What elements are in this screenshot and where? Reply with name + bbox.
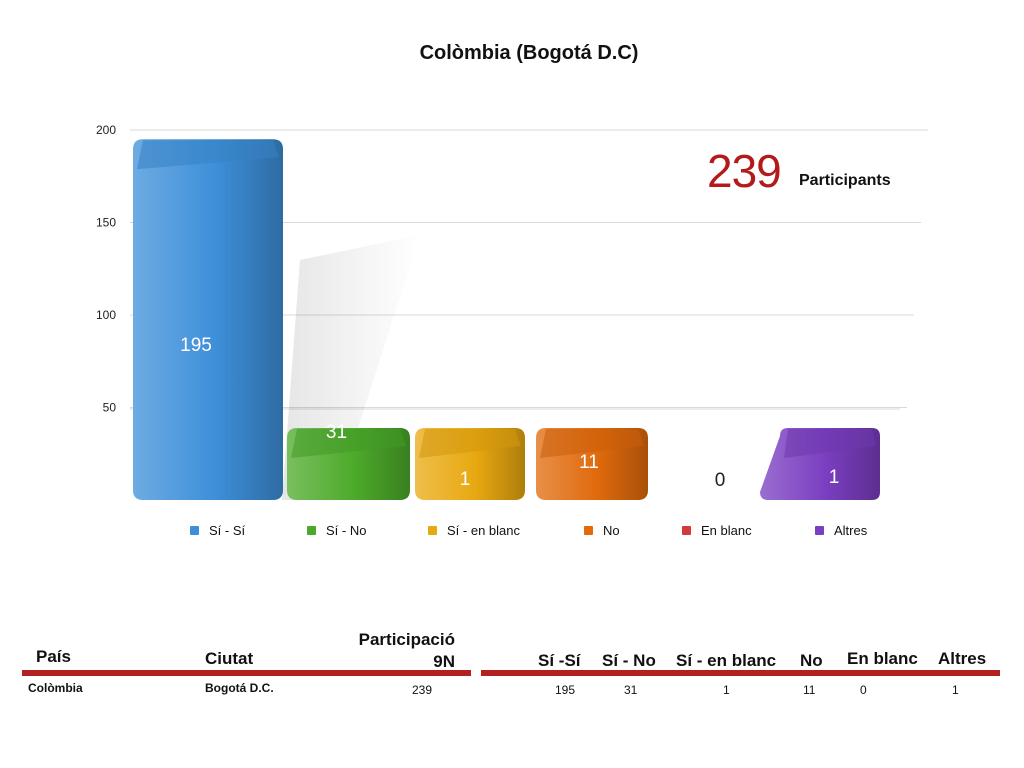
row-ciutat: Bogotá D.C. [205, 681, 274, 695]
header-no: No [800, 651, 823, 670]
bar-top-face [540, 429, 644, 458]
legend-item-si-no: Sí - No [307, 523, 366, 538]
legend-label: Sí - en blanc [447, 523, 520, 538]
table-rule-left [22, 670, 471, 676]
row-value-no: 11 [803, 683, 816, 697]
row-value-en-blanc: 0 [860, 683, 867, 697]
row-pais: Colòmbia [28, 681, 83, 695]
legend-item-no: No [584, 523, 620, 538]
bar-top-face [137, 140, 279, 170]
header-si-si: Sí -Sí [538, 651, 581, 670]
legend-label: No [603, 523, 620, 538]
header-pais: País [36, 647, 71, 666]
chart-title: Colòmbia (Bogotá D.C) [419, 42, 639, 64]
header-si-no: Sí - No [602, 651, 656, 670]
row-value-si-no: 31 [624, 683, 638, 697]
data-label: 1 [460, 469, 471, 490]
y-tick-label: 50 [103, 401, 117, 415]
header-en-blanc: En blanc [847, 649, 918, 668]
y-tick-label: 150 [96, 216, 116, 230]
data-label: 31 [326, 422, 347, 443]
header-participacio: Participació 9N [340, 629, 455, 673]
bar-top-face [419, 429, 521, 458]
participants-count: 239 [707, 145, 782, 197]
header-participacio-line1: Participació [358, 630, 455, 649]
participants-label: Participants [799, 172, 891, 189]
legend-item-altres: Altres [815, 523, 867, 538]
legend-label: Altres [834, 523, 868, 538]
legend-swatch [190, 526, 199, 535]
bar-top-face [291, 429, 406, 458]
row-participacio: 239 [412, 683, 433, 697]
table-rule-right [481, 670, 1000, 676]
header-altres: Altres [938, 649, 987, 668]
data-label: 0 [715, 470, 726, 491]
legend-swatch [815, 526, 824, 535]
legend-swatch [307, 526, 316, 535]
row-value-si-si: 195 [555, 683, 576, 697]
legend-swatch [428, 526, 437, 535]
bar-top-face [784, 429, 876, 458]
row-value-altres: 1 [952, 683, 959, 697]
legend-item-en-blanc: En blanc [682, 523, 752, 538]
legend-item-si-en-blanc: Sí - en blanc [428, 523, 520, 538]
legend-swatch [584, 526, 593, 535]
legend-item-si-si: Sí - Sí [190, 523, 245, 538]
y-tick-label: 200 [96, 123, 116, 137]
bar [133, 139, 283, 500]
header-ciutat: Ciutat [205, 649, 254, 668]
row-value-si-en-blanc: 1 [723, 683, 730, 697]
y-tick-label: 100 [96, 308, 116, 322]
data-label: 195 [180, 335, 212, 356]
legend-label: Sí - Sí [209, 523, 246, 538]
header-participacio-line2: 9N [433, 652, 455, 671]
legend-label: En blanc [701, 523, 752, 538]
data-label: 11 [579, 452, 599, 473]
header-si-en-blanc: Sí - en blanc [676, 651, 777, 670]
data-label: 1 [829, 467, 840, 488]
legend-label: Sí - No [326, 523, 367, 538]
legend-swatch [682, 526, 691, 535]
